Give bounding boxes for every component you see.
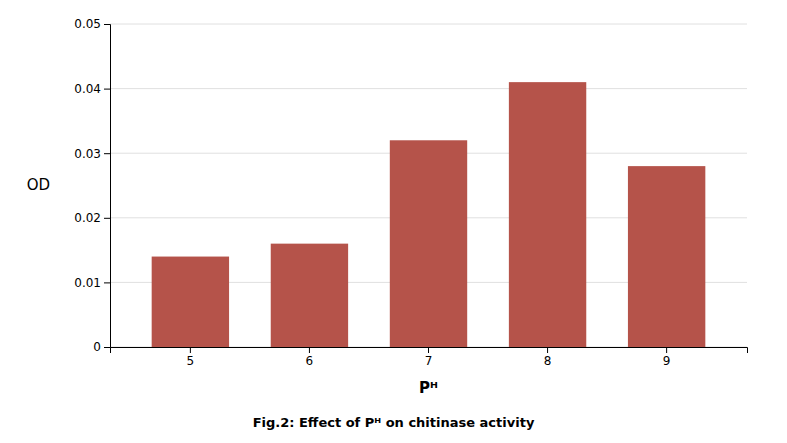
grid-line <box>110 24 747 25</box>
tick: 0.05 <box>74 17 110 31</box>
tick-mark <box>104 347 110 348</box>
tick: 8 <box>544 347 552 368</box>
plot: 0 0.01 0.02 0.03 0.04 0.05 5 6 7 8 9 <box>74 17 747 367</box>
bars <box>152 82 706 347</box>
tick-mark <box>190 347 191 353</box>
tick-label: 0.03 <box>74 147 101 161</box>
tick: 0.03 <box>74 147 110 161</box>
tick-label: 0.01 <box>74 276 101 290</box>
tick-mark <box>104 282 110 283</box>
bar <box>390 140 467 347</box>
bar <box>152 257 229 347</box>
tick-mark <box>104 89 110 90</box>
tick-label: 0 <box>93 340 101 354</box>
tick-mark <box>547 347 548 353</box>
tick-mark <box>309 347 310 353</box>
tick-mark <box>666 347 667 353</box>
tick: 0.04 <box>74 82 110 96</box>
tick: 0 <box>93 340 110 354</box>
chart: 0 0.01 0.02 0.03 0.04 0.05 5 6 7 8 9 OD Pᴴ Fig.2: Eff… <box>0 0 787 443</box>
tick-label: 7 <box>425 354 433 368</box>
axis-line <box>104 25 111 348</box>
tick-label: 0.04 <box>74 82 101 96</box>
tick-label: 5 <box>187 354 195 368</box>
x-axis-label: Pᴴ <box>419 379 438 397</box>
tick-label: 8 <box>544 354 552 368</box>
axis-line <box>111 348 748 354</box>
bar <box>509 82 586 347</box>
tick-mark <box>104 218 110 219</box>
tick: 9 <box>663 347 671 368</box>
grid-line <box>110 88 747 89</box>
tick-mark <box>428 347 429 353</box>
x-axis: 5 6 7 8 9 <box>111 347 748 368</box>
tick-label: 0.02 <box>74 211 101 225</box>
bar <box>271 244 348 347</box>
tick-mark <box>104 153 110 154</box>
title: Fig.2: Effect of Pᴴ on chitinase activit… <box>253 415 535 430</box>
tick: 7 <box>425 347 433 368</box>
tick-label: 9 <box>663 354 671 368</box>
bar <box>628 166 705 347</box>
y-axis-label: OD <box>27 176 50 194</box>
y-axis: 0 0.01 0.02 0.03 0.04 0.05 <box>74 17 110 354</box>
tick-label: 6 <box>306 354 314 368</box>
tick: 0.02 <box>74 211 110 225</box>
tick: 0.01 <box>74 276 110 290</box>
tick: 5 <box>187 347 195 368</box>
tick: 6 <box>306 347 314 368</box>
tick-mark <box>104 24 110 25</box>
tick-label: 0.05 <box>74 17 101 31</box>
grid <box>110 24 747 347</box>
